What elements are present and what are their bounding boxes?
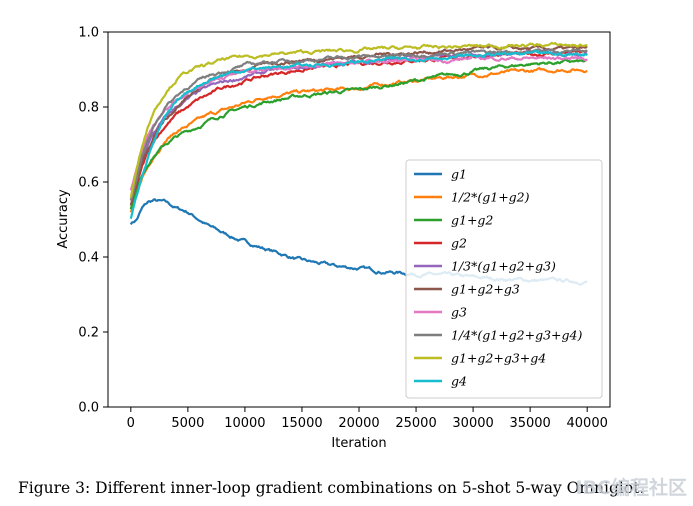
series-line [129, 58, 588, 210]
accuracy-chart: 0 5000 10000 15000 20000 25000 30000 35000 40000… [56, 26, 611, 451]
x-tick-label: 30000 [452, 416, 493, 431]
legend-label: g4 [451, 374, 467, 389]
y-tick-label: 0.2 [78, 326, 99, 341]
x-tick-label: 25000 [395, 416, 436, 431]
watermark: IBC编程社区 [575, 477, 688, 499]
legend-label: g2 [451, 236, 467, 251]
x-tick-label: 35000 [509, 416, 550, 431]
legend-label: g1 [451, 167, 467, 182]
y-tick-label: 1.0 [78, 26, 99, 41]
y-axis-label: Accuracy [56, 189, 71, 249]
legend-label: g3 [451, 305, 467, 320]
series-line [129, 49, 588, 219]
x-tick-label: 10000 [224, 416, 265, 431]
x-tick-label: 40000 [567, 416, 608, 431]
figure-caption: Figure 3: Different inner-loop gradient … [18, 479, 645, 497]
y-tick-label: 0.0 [78, 401, 99, 416]
series-line [129, 41, 588, 198]
x-tick-label: 0 [127, 416, 135, 431]
legend-label: 1/3*(g1+g2+g3) [451, 259, 556, 274]
legend-label: 1/4*(g1+g2+g3+g4) [451, 328, 582, 343]
y-tick-label: 0.6 [78, 176, 99, 191]
x-tick-label: 5000 [171, 416, 204, 431]
legend-label: g1+g2 [451, 213, 493, 228]
series-layer [129, 41, 588, 286]
y-axis: 0.0 0.2 0.4 0.6 0.8 1.0 [78, 26, 108, 416]
legend-label: g1+g2+g3+g4 [451, 351, 546, 366]
y-tick-label: 0.8 [78, 101, 99, 116]
x-tick-label: 20000 [338, 416, 379, 431]
legend-label: g1+g2+g3 [451, 282, 520, 297]
legend-box [405, 159, 603, 399]
legend-label: 1/2*(g1+g2) [451, 190, 530, 205]
legend: g1 1/2*(g1+g2) g1+g2 g2 1/3*(g1+g2+g3) g1+g2+… [405, 159, 603, 399]
x-axis-label: Iteration [331, 436, 386, 451]
x-axis: 0 5000 10000 15000 20000 25000 30000 35000 40000 [127, 407, 608, 431]
x-tick-label: 15000 [281, 416, 322, 431]
y-tick-label: 0.4 [78, 251, 99, 266]
